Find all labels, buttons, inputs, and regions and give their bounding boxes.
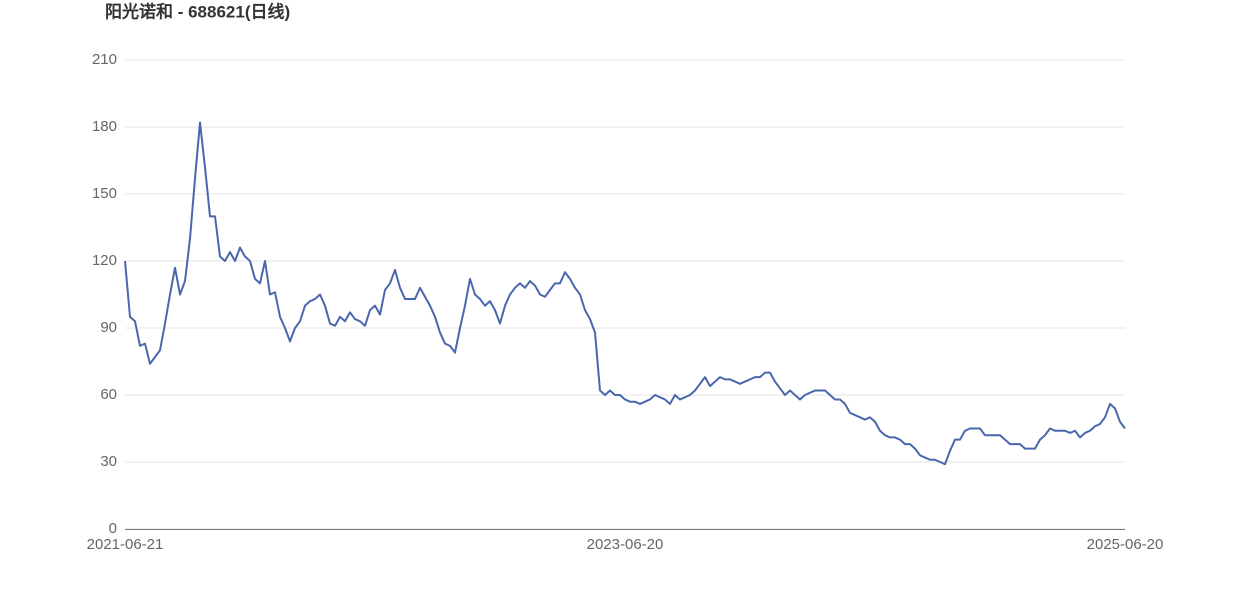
y-tick-label: 0 [109, 520, 117, 537]
x-tick-label: 2023-06-20 [587, 536, 664, 553]
y-tick-label: 120 [92, 252, 117, 269]
y-tick-label: 210 [92, 51, 117, 68]
x-tick-label: 2025-06-20 [1087, 536, 1164, 553]
y-tick-label: 150 [92, 185, 117, 202]
y-tick-label: 60 [100, 386, 117, 403]
chart-title: 阳光诺和 - 688621(日线) [105, 1, 290, 21]
y-tick-label: 180 [92, 118, 117, 135]
y-tick-label: 90 [100, 319, 117, 336]
price-line [124, 121, 1126, 466]
x-tick-label: 2021-06-21 [87, 536, 164, 553]
y-tick-label: 30 [100, 453, 117, 470]
